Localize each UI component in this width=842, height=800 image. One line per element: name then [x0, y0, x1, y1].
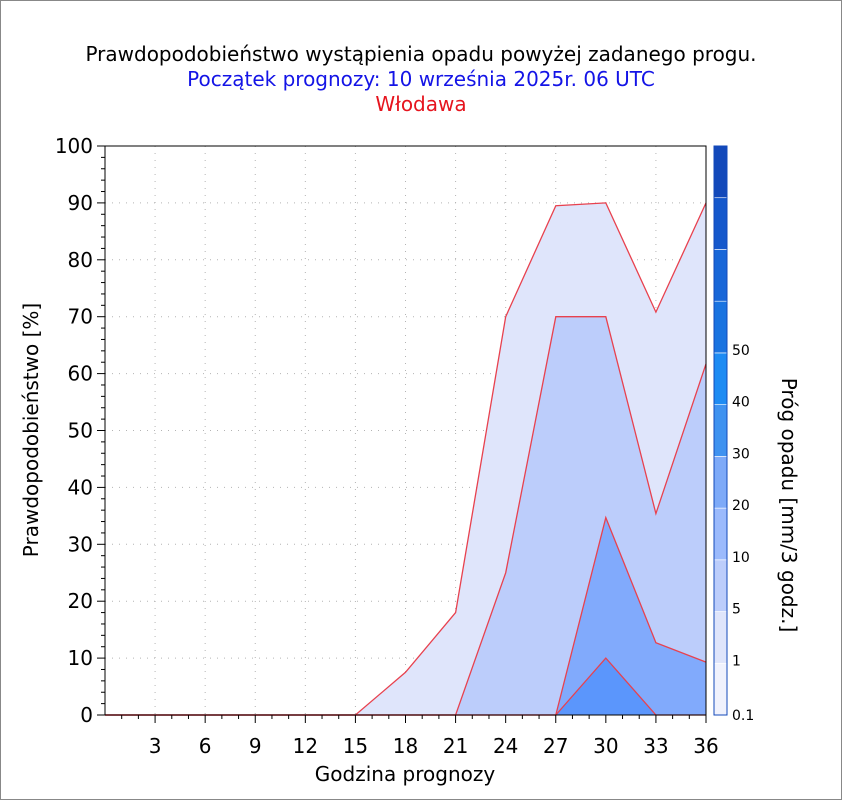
colorbar-segment: [713, 352, 728, 405]
colorbar-label-value: 20: [732, 498, 750, 514]
x-tick-label: 36: [693, 734, 718, 758]
y-tick-label: 70: [68, 305, 93, 329]
y-tick-label: 10: [68, 646, 93, 670]
chart-title: Prawdopodobieństwo wystąpienia opadu pow…: [85, 42, 757, 66]
x-tick-label: 33: [643, 734, 668, 758]
colorbar-segment: [713, 145, 728, 199]
forecast-start-subtitle: Początek prognozy: 10 września 2025r. 06…: [187, 67, 655, 91]
colorbar-label-value: 40: [732, 395, 750, 411]
colorbar-label-value: 0.1: [732, 708, 754, 724]
y-tick-label: 0: [80, 703, 93, 727]
colorbar-label: Próg opadu [mm/3 godz.]: [777, 378, 801, 633]
y-tick-label: 80: [68, 248, 93, 272]
colorbar-segment: [713, 300, 728, 354]
colorbar-label-value: 5: [732, 602, 741, 618]
y-tick-label: 30: [68, 532, 93, 556]
x-tick-label: 9: [249, 734, 262, 758]
area-threshold-10: [105, 658, 706, 715]
y-tick-label: 20: [68, 589, 93, 613]
colorbar-segment: [713, 507, 728, 561]
y-tick-label: 40: [68, 475, 93, 499]
colorbar-segment: [713, 404, 728, 457]
x-tick-label: 21: [443, 734, 468, 758]
colorbar-segment: [713, 662, 728, 716]
x-tick-label: 3: [149, 734, 162, 758]
threshold-areas: [105, 202, 706, 715]
y-tick-label: 60: [68, 362, 93, 386]
colorbar-segment: [713, 197, 728, 250]
x-tick-label: 6: [199, 734, 212, 758]
colorbar-label-value: 50: [732, 343, 750, 359]
location-subtitle: Włodawa: [375, 92, 467, 116]
area-threshold-1: [105, 316, 706, 715]
x-tick-label: 15: [343, 734, 368, 758]
y-axis-label: Prawdopodobieństwo [%]: [19, 303, 43, 557]
area-threshold-5: [105, 517, 706, 715]
colorbar: 0.1 1 5 10 20 30 40 50: [713, 145, 754, 724]
x-tick-label: 12: [293, 734, 318, 758]
colorbar-label-value: 1: [732, 653, 741, 669]
y-tick-label: 50: [68, 419, 93, 443]
colorbar-label-value: 30: [732, 446, 750, 462]
x-tick-label: 18: [393, 734, 418, 758]
x-tick-label: 24: [493, 734, 518, 758]
colorbar-segment: [713, 456, 728, 509]
colorbar-segment: [713, 249, 728, 302]
x-tick-label: 30: [593, 734, 618, 758]
colorbar-label-value: 10: [732, 550, 750, 566]
y-tick-label: 100: [55, 134, 93, 158]
colorbar-border: [713, 145, 728, 716]
y-tick-label: 90: [68, 191, 93, 215]
colorbar-segment: [713, 559, 728, 612]
x-tick-label: 27: [543, 734, 568, 758]
x-axis-label: Godzina prognozy: [315, 762, 496, 786]
colorbar-segment: [713, 611, 728, 664]
